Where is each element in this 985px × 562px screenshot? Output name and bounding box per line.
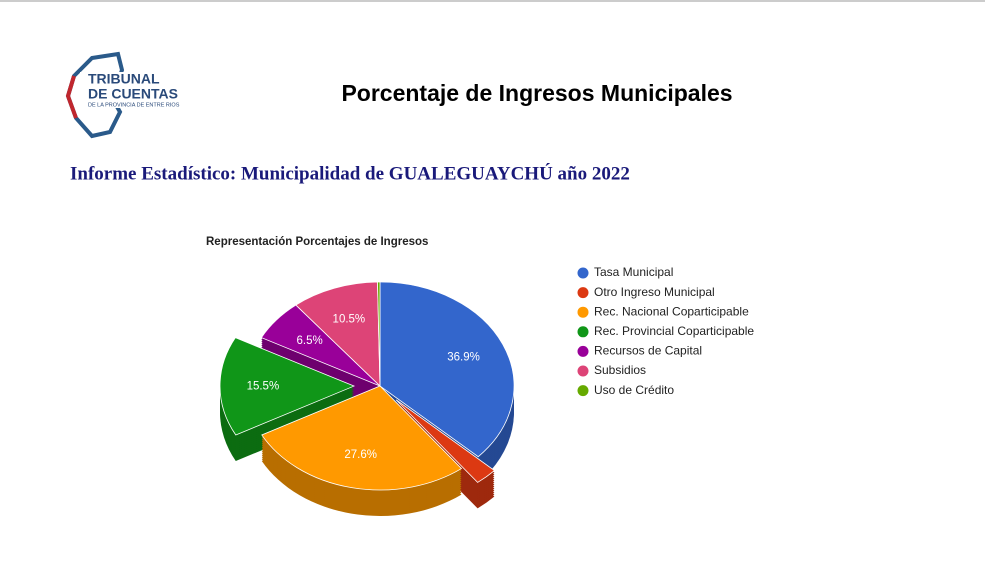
logo-text: TRIBUNAL	[88, 71, 160, 87]
logo-text: DE CUENTAS	[88, 86, 178, 102]
slice	[377, 281, 381, 387]
slice	[261, 385, 463, 491]
logo-accent	[65, 75, 78, 119]
legend-label: Uso de Crédito	[594, 383, 674, 397]
page-subtitle: Informe Estadístico: Municipalidad de GU…	[70, 162, 630, 184]
legend-label: Subsidios	[594, 363, 646, 377]
legend-label: Rec. Nacional Coparticipable	[594, 304, 749, 318]
logo-backdrop	[80, 72, 180, 108]
page-title: Porcentaje de Ingresos Municipales	[341, 80, 732, 106]
slice-label: 15.5%	[247, 380, 280, 392]
slice	[395, 399, 496, 483]
legend-swatch	[577, 326, 589, 338]
slice-label: 27.6%	[344, 449, 377, 461]
logo-text: DE LA PROVINCIA DE ENTRE RIOS	[88, 102, 180, 108]
legend-label: Recursos de Capital	[594, 344, 702, 358]
legend-label: Rec. Provincial Coparticipable	[594, 324, 754, 338]
legend: Tasa Municipal Otro Ingreso Municipal Rec.…	[577, 265, 754, 397]
legend-swatch	[577, 267, 589, 279]
slice-label: 6.5%	[296, 335, 322, 347]
logo: TRIBUNAL DE CUENTAS DE LA PROVINCIA DE E…	[65, 51, 180, 139]
chart-title: Representación Porcentajes de Ingresos	[206, 236, 428, 248]
legend-swatch	[577, 306, 589, 318]
pie: 36.9% 27.6% 15.5% 6.5% 10.5%	[219, 281, 515, 516]
legend-swatch	[577, 365, 589, 377]
legend-swatch	[577, 385, 589, 397]
legend-label: Tasa Municipal	[594, 265, 673, 279]
slice	[295, 281, 381, 387]
slice	[219, 337, 356, 436]
slice	[379, 281, 515, 458]
slice-label: 36.9%	[447, 352, 480, 364]
legend-swatch	[577, 345, 589, 357]
legend-swatch	[577, 287, 589, 299]
legend-label: Otro Ingreso Municipal	[594, 285, 715, 299]
slice-label: 10.5%	[333, 314, 366, 326]
